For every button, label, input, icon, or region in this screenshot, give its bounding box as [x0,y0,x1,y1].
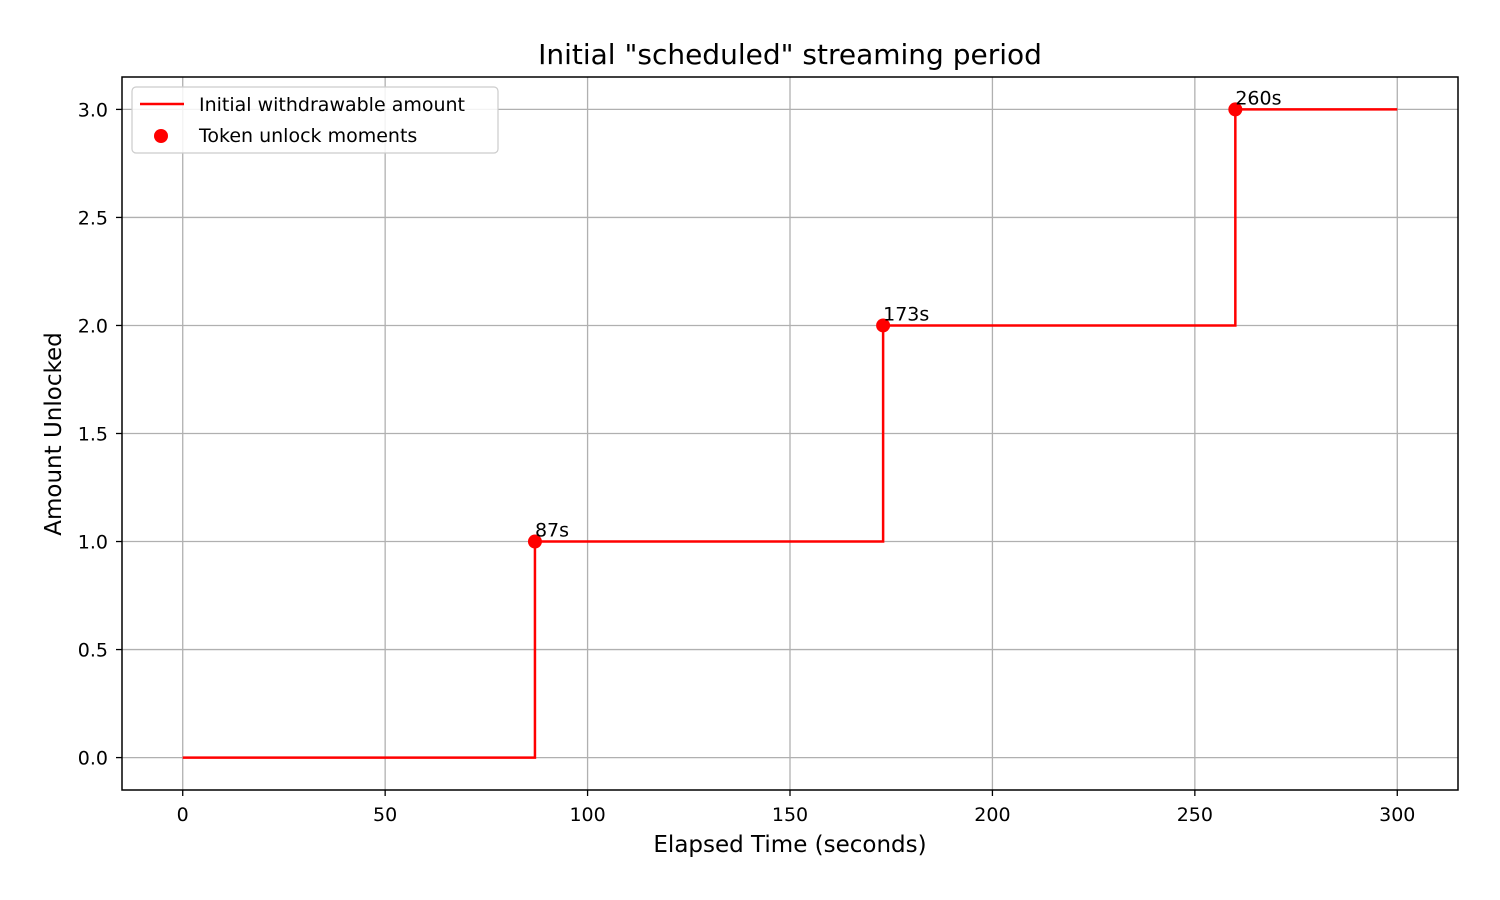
unlock-moment-point [876,318,891,333]
y-axis-title: Amount Unlocked [41,332,67,535]
legend-box [131,86,499,154]
legend-marker-swatch [154,129,168,143]
y-tick-label: 0.0 [78,748,108,770]
withdrawable-amount-line [182,108,1398,759]
x-tick-label: 50 [373,804,397,826]
annotations-layer: 87s 173s 260s [535,87,1282,541]
unlock-time-annotation: 173s [883,303,929,325]
x-tick-label: 200 [974,804,1010,826]
x-tick-label: 250 [1177,804,1213,826]
unlock-time-annotation: 260s [1235,87,1281,109]
legend-label-withdrawable: Initial withdrawable amount [199,94,465,116]
gridlines [122,77,1458,790]
y-tick-label: 0.5 [78,640,108,662]
y-tick-label: 1.5 [78,424,108,446]
series-layer [182,102,1398,759]
y-tick-label: 2.5 [78,207,108,229]
x-tick-label: 150 [772,804,808,826]
y-tick-label: 3.0 [78,99,108,121]
y-tick-label: 2.0 [78,315,108,337]
legend-label-unlock-moments: Token unlock moments [198,125,417,147]
y-tick-label: 1.0 [78,532,108,554]
x-tick-label: 300 [1379,804,1415,826]
x-tick-label: 100 [569,804,605,826]
ticks-layer: 0 50 100 150 200 250 300 0.0 0.5 1.0 1.5 2.0 2.5 3.0 [78,99,1416,826]
unlock-moment-point [1228,102,1243,117]
chart-title: Initial "scheduled" streaming period [538,38,1042,71]
unlock-moment-point [527,534,542,549]
unlock-time-annotation: 87s [535,520,569,542]
x-axis-title: Elapsed Time (seconds) [653,832,926,858]
x-tick-label: 0 [177,804,189,826]
legend: Initial withdrawable amount Token unlock… [131,86,499,154]
